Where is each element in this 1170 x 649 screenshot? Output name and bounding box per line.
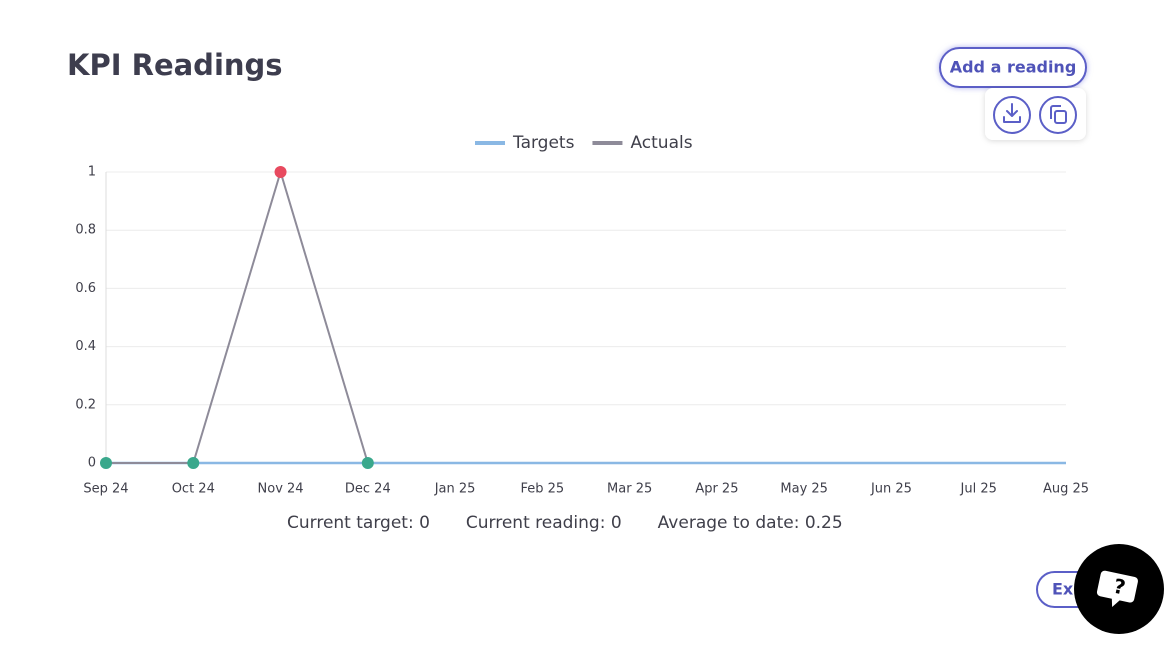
- summary-item: Average to date: 0.25: [658, 513, 843, 533]
- summary-item: Current reading: 0: [466, 513, 622, 533]
- summary: Current target: 0 Current reading: 0 Avera…: [287, 513, 843, 533]
- page-title: KPI Readings: [67, 48, 283, 82]
- x-tick-label: Aug 25: [1043, 482, 1089, 497]
- data-point: [100, 457, 112, 469]
- button-label: Ex: [1052, 580, 1074, 599]
- chart: 0 0.2 0.4 0.6 0.8 1 Sep 24 Oct 24 Nov 24 Dec 24 Ja…: [75, 133, 1089, 497]
- data-point: [274, 166, 287, 178]
- x-tick-label: Nov 24: [258, 482, 304, 497]
- y-tick-label: 0.4: [75, 339, 96, 354]
- svg-text:?: ?: [1111, 574, 1127, 600]
- copy-button[interactable]: [1039, 96, 1077, 134]
- add-reading-button[interactable]: Add a reading: [939, 47, 1087, 88]
- y-tick-label: 1: [88, 165, 96, 180]
- x-tick-label: Mar 25: [607, 482, 652, 497]
- y-tick-label: 0.8: [75, 223, 96, 238]
- data-point: [361, 457, 374, 469]
- series-line: [106, 168, 369, 464]
- download-button[interactable]: [993, 96, 1031, 134]
- x-tick-label: Jan 25: [434, 482, 476, 497]
- button-label: Add a reading: [950, 58, 1077, 77]
- x-tick-label: Jul 25: [960, 482, 997, 497]
- legend-label: Targets: [512, 133, 575, 153]
- legend-label: Actuals: [630, 133, 692, 153]
- y-tick-label: 0: [88, 456, 96, 471]
- x-tick-label: May 25: [780, 482, 828, 497]
- x-tick-label: Dec 24: [345, 482, 391, 497]
- help-button[interactable]: ?: [1074, 544, 1164, 634]
- y-tick-label: 0.6: [75, 281, 96, 296]
- y-tick-label: 0.2: [75, 397, 96, 412]
- x-tick-label: Apr 25: [695, 482, 738, 497]
- summary-item: Current target: 0: [287, 513, 430, 533]
- icon-card: [985, 88, 1086, 140]
- button-frame: [939, 47, 1087, 88]
- x-tick-label: Sep 24: [83, 482, 128, 497]
- x-tick-label: Jun 25: [870, 482, 912, 497]
- x-tick-label: Feb 25: [521, 482, 565, 497]
- x-tick-label: Oct 24: [172, 482, 215, 497]
- data-point: [187, 457, 200, 469]
